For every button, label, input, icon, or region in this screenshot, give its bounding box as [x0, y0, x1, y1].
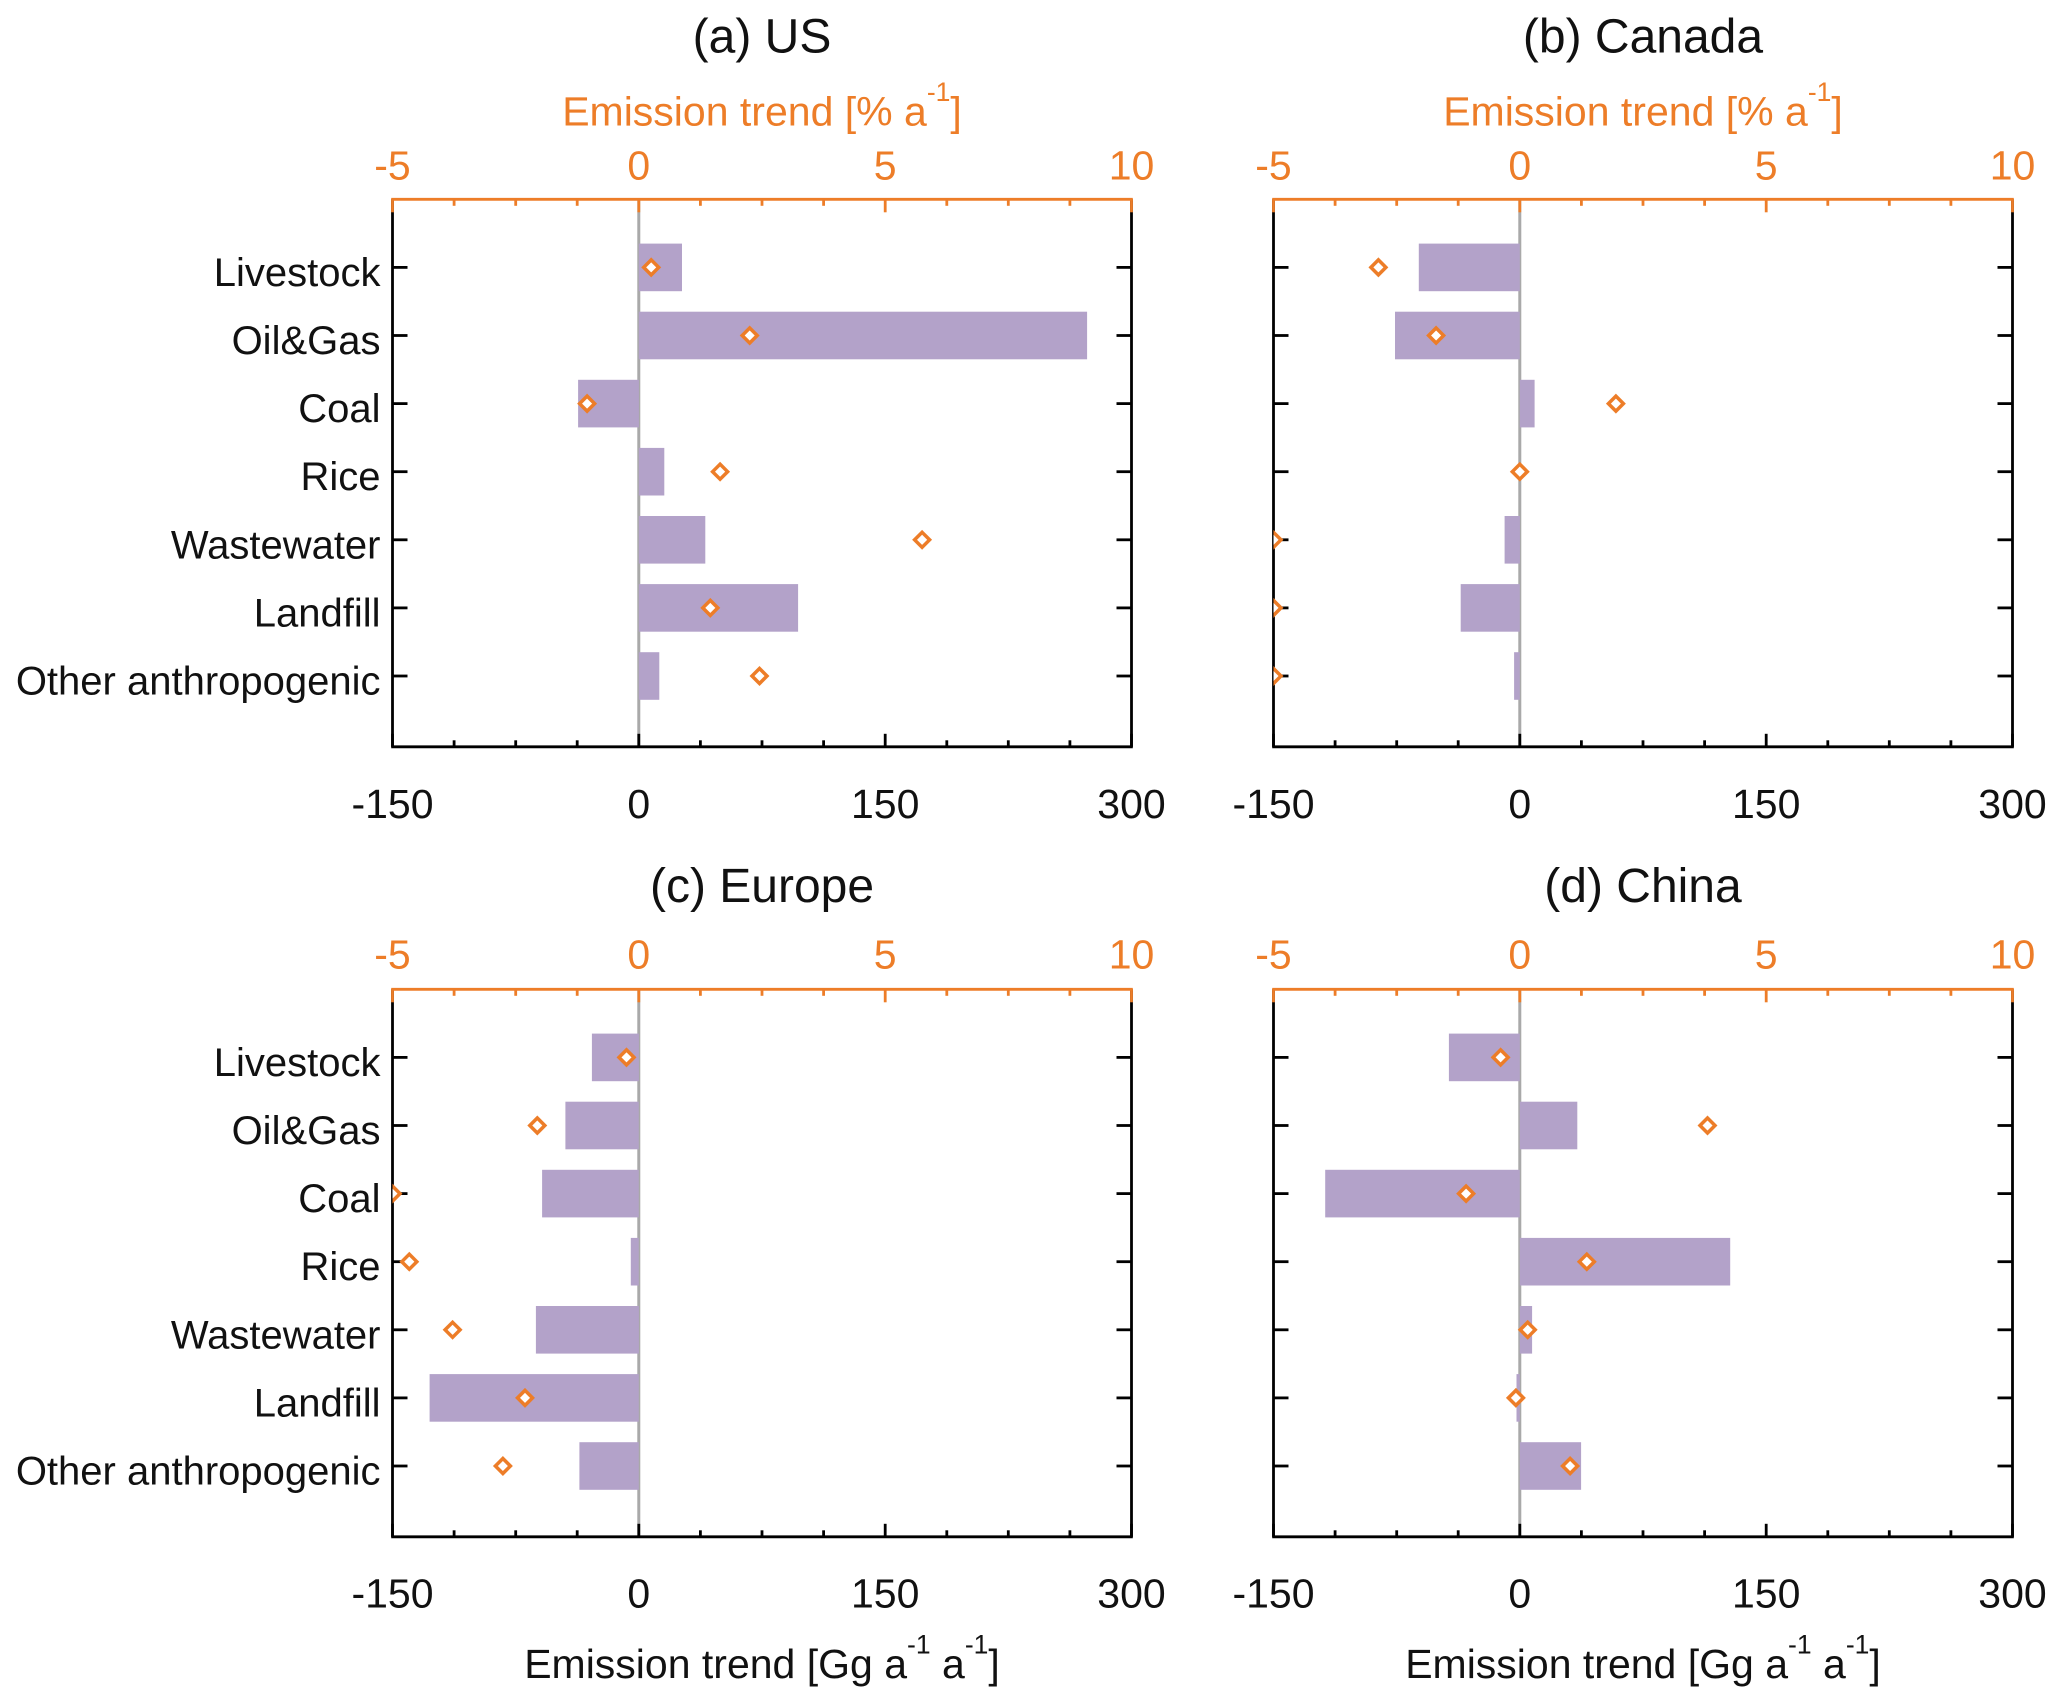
svg-text:0: 0	[627, 781, 650, 827]
svg-text:(a) US: (a) US	[693, 11, 832, 64]
svg-text:Rice: Rice	[300, 455, 380, 499]
svg-text:Emission trend [% a-1​]: Emission trend [% a-1​]	[1443, 77, 1843, 135]
svg-text:Emission trend [Gg a-1​ a-1​]: Emission trend [Gg a-1​ a-1​]	[1405, 1630, 1881, 1688]
svg-text:Oil&Gas: Oil&Gas	[232, 1109, 381, 1153]
svg-text:-5: -5	[374, 143, 410, 189]
svg-text:-150: -150	[1232, 781, 1314, 827]
svg-text:150: 150	[851, 1570, 919, 1616]
svg-text:5: 5	[1755, 143, 1778, 189]
svg-text:Other anthropogenic: Other anthropogenic	[16, 1450, 381, 1494]
svg-text:-150: -150	[351, 1570, 433, 1616]
svg-text:0: 0	[627, 143, 650, 189]
svg-text:Livestock: Livestock	[214, 1041, 382, 1085]
svg-text:300: 300	[1978, 781, 2046, 827]
svg-text:10: 10	[1990, 932, 2036, 978]
svg-text:-5: -5	[1255, 932, 1291, 978]
svg-text:10: 10	[1109, 143, 1155, 189]
svg-text:150: 150	[1732, 781, 1800, 827]
svg-text:Coal: Coal	[298, 387, 380, 431]
svg-text:(b) Canada: (b) Canada	[1523, 11, 1763, 64]
svg-text:Coal: Coal	[298, 1177, 380, 1221]
svg-text:0: 0	[1508, 932, 1531, 978]
svg-text:Livestock: Livestock	[214, 251, 382, 295]
svg-text:10: 10	[1990, 143, 2036, 189]
svg-text:-150: -150	[1232, 1570, 1314, 1616]
svg-text:150: 150	[851, 781, 919, 827]
svg-text:-150: -150	[351, 781, 433, 827]
svg-text:(c) Europe: (c) Europe	[650, 860, 874, 913]
svg-text:Emission trend [Gg a-1​ a-1​]: Emission trend [Gg a-1​ a-1​]	[524, 1630, 1000, 1688]
svg-text:0: 0	[627, 932, 650, 978]
svg-text:-5: -5	[1255, 143, 1291, 189]
svg-text:Wastewater: Wastewater	[171, 1313, 381, 1357]
svg-text:Landfill: Landfill	[254, 1381, 381, 1425]
svg-text:Wastewater: Wastewater	[171, 523, 381, 567]
svg-text:5: 5	[874, 143, 897, 189]
svg-text:5: 5	[1755, 932, 1778, 978]
svg-text:0: 0	[627, 1570, 650, 1616]
svg-text:Other anthropogenic: Other anthropogenic	[16, 660, 381, 704]
svg-text:300: 300	[1097, 1570, 1165, 1616]
svg-text:Oil&Gas: Oil&Gas	[232, 319, 381, 363]
svg-text:150: 150	[1732, 1570, 1800, 1616]
svg-text:0: 0	[1508, 1570, 1531, 1616]
svg-text:Rice: Rice	[300, 1245, 380, 1289]
svg-text:0: 0	[1508, 781, 1531, 827]
svg-text:(d) China: (d) China	[1544, 860, 1742, 913]
svg-text:300: 300	[1097, 781, 1165, 827]
svg-text:300: 300	[1978, 1570, 2046, 1616]
svg-text:Emission trend [% a-1​]: Emission trend [% a-1​]	[562, 77, 962, 135]
svg-text:0: 0	[1508, 143, 1531, 189]
svg-text:Landfill: Landfill	[254, 591, 381, 635]
svg-text:10: 10	[1109, 932, 1155, 978]
svg-text:5: 5	[874, 932, 897, 978]
svg-text:-5: -5	[374, 932, 410, 978]
